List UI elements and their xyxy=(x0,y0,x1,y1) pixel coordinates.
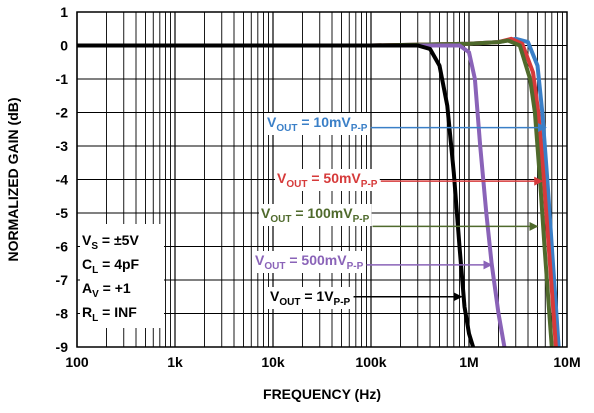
series-annotations: VOUT = 10mVP-P VOUT = 50mVP-P VOUT = 100mV… xyxy=(253,113,547,309)
test-conditions: VS = ±5V CL = 4pF AV = +1 RL = INF xyxy=(80,224,164,328)
plot-frame xyxy=(76,11,568,348)
y-tick-label: -5 xyxy=(56,205,69,221)
condition-text: RL = INF xyxy=(82,304,137,324)
x-tick-label: 100 xyxy=(65,354,89,370)
x-tick-label: 10M xyxy=(553,354,580,370)
y-tick-label: -2 xyxy=(56,105,69,121)
series-label-background xyxy=(268,287,353,309)
series-label-background xyxy=(253,251,366,273)
x-tick-label: 1M xyxy=(459,354,478,370)
y-tick-label: 0 xyxy=(60,38,68,54)
x-tick-label: 1k xyxy=(167,354,183,370)
series-annotation: VOUT = 1VP-P xyxy=(268,287,463,309)
series-label: VOUT = 50mVP-P xyxy=(277,170,378,190)
series-label-background xyxy=(265,113,370,135)
series-label: VOUT = 10mVP-P xyxy=(267,114,368,134)
y-axis-label: NORMALIZED GAIN (dB) xyxy=(5,97,21,261)
series-annotation: VOUT = 50mVP-P xyxy=(275,169,544,191)
series-label-background xyxy=(259,204,372,226)
condition-text: CL = 4pF xyxy=(82,256,140,276)
y-tick-label: -7 xyxy=(56,272,69,288)
series-line xyxy=(77,43,476,348)
y-tick-label: -3 xyxy=(56,138,69,154)
x-axis-label: FREQUENCY (Hz) xyxy=(263,386,381,402)
condition-text: VS = ±5V xyxy=(82,232,139,252)
series-label: VOUT = 500mVP-P xyxy=(255,252,364,272)
x-tick-label: 100k xyxy=(355,354,386,370)
y-tick-label: -9 xyxy=(56,339,69,355)
y-tick-label: -1 xyxy=(56,71,69,87)
conditions-background xyxy=(80,224,164,328)
y-tick-label: -4 xyxy=(56,172,69,188)
series-label-background xyxy=(275,169,380,191)
series-annotation: VOUT = 10mVP-P xyxy=(265,113,547,135)
condition-text: AV = +1 xyxy=(82,280,131,300)
series-label: VOUT = 1VP-P xyxy=(270,288,351,308)
x-tick-label: 10k xyxy=(261,354,285,370)
y-tick-label: -8 xyxy=(56,306,69,322)
series-annotation: VOUT = 500mVP-P xyxy=(253,251,493,273)
y-tick-label: -6 xyxy=(56,239,69,255)
series-label: VOUT = 100mVP-P xyxy=(261,205,370,225)
series-annotation: VOUT = 100mVP-P xyxy=(259,204,539,231)
y-tick-label: 1 xyxy=(60,4,68,20)
